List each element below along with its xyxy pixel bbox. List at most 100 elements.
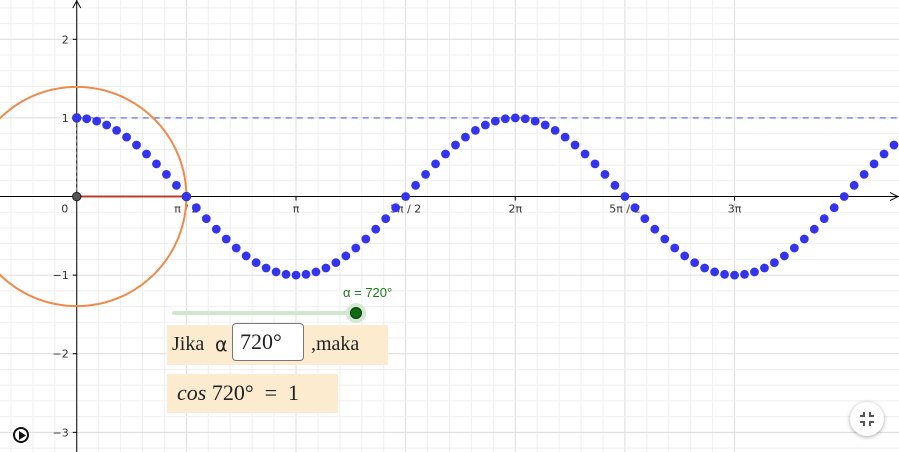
slider-knob[interactable] (350, 307, 362, 319)
curve-point (401, 192, 411, 201)
curve-point (281, 269, 291, 279)
curve-point (411, 180, 421, 190)
curve-point (660, 234, 670, 244)
x-tick-label: 2π (508, 203, 522, 216)
y-tick-label: −2 (53, 348, 69, 361)
curve-point (650, 224, 660, 234)
x-tick-label: π (293, 203, 300, 216)
curve-point (580, 149, 590, 159)
curve-point (251, 258, 261, 268)
play-button[interactable] (13, 427, 29, 443)
curve-point (241, 251, 251, 261)
curve-point (291, 270, 301, 280)
curve-point (381, 214, 391, 224)
curve-point (231, 243, 241, 253)
curve-point (640, 214, 650, 224)
curve-point (839, 192, 849, 201)
y-axis-arrow (72, 0, 82, 9)
curve-point (710, 267, 720, 277)
curve-point (421, 169, 430, 179)
curve-point (371, 224, 381, 234)
exit-fullscreen-icon (860, 412, 874, 426)
curve-point (720, 269, 729, 279)
curve-point (102, 120, 112, 130)
curve-point (510, 113, 520, 123)
curve-point (471, 125, 480, 135)
curve-point (670, 243, 680, 253)
alpha-symbol: α (215, 334, 228, 356)
curve-point (321, 263, 331, 273)
curve-point (271, 267, 281, 277)
curve-point (181, 192, 191, 201)
curve-point (361, 234, 371, 244)
cosine-curve (72, 113, 899, 280)
curve-point (520, 114, 530, 124)
curve-point (191, 203, 201, 213)
y-tick-label: −3 (53, 426, 69, 439)
curve-point (869, 159, 879, 169)
curve-point (630, 203, 640, 213)
curve-point (72, 113, 82, 123)
result-text: cos 720° = 1 (177, 380, 299, 406)
curve-point (92, 116, 102, 126)
curve-point (211, 224, 221, 234)
y-tick-label: 1 (62, 112, 69, 125)
curve-point (620, 192, 630, 201)
curve-point (451, 140, 460, 150)
curve-point (700, 263, 710, 273)
curve-point (441, 149, 450, 159)
curve-point (610, 180, 620, 190)
result-equation: 720° = 1 (206, 380, 300, 405)
y-tick-label: 2 (62, 33, 69, 46)
curve-point (132, 140, 141, 150)
x-tick-label: 3π (728, 203, 742, 216)
curve-point (261, 263, 271, 273)
if-label: Jika (172, 333, 205, 355)
circle-point[interactable] (72, 191, 82, 202)
slider-value-label: α = 720° (343, 285, 393, 300)
curve-point (690, 258, 700, 268)
curve-point (391, 203, 401, 213)
curve-point (879, 149, 889, 159)
angle-input-field[interactable]: 720° (232, 323, 304, 361)
angle-input-panel: Jika α 720° ,maka (167, 323, 388, 365)
curve-point (331, 258, 341, 268)
curve-point (730, 270, 739, 280)
curve-point (770, 258, 779, 268)
curve-point (530, 116, 540, 126)
then-label: ,maka (311, 333, 360, 355)
x-axis-arrow (889, 192, 899, 201)
result-panel: cos 720° = 1 (167, 374, 338, 413)
exit-fullscreen-button[interactable] (850, 402, 884, 436)
curve-point (490, 116, 500, 126)
curve-point (201, 214, 211, 224)
curve-point (500, 114, 510, 124)
curve-point (680, 251, 690, 261)
x-tick-label: 0 (61, 203, 68, 216)
curve-point (122, 132, 131, 142)
curve-point (760, 263, 769, 273)
play-icon (19, 431, 26, 440)
curve-point (809, 224, 819, 234)
curve-point (351, 243, 361, 253)
curve-point (560, 132, 570, 142)
curve-point (889, 140, 899, 150)
curve-point (142, 149, 151, 159)
curve-point (600, 169, 610, 179)
curve-point (162, 169, 171, 179)
curve-point (341, 251, 351, 261)
curve-point (221, 234, 231, 244)
curve-point (172, 180, 181, 190)
curve-point (301, 269, 311, 279)
curve-point (540, 120, 550, 130)
alpha-slider[interactable] (172, 303, 366, 323)
curve-point (550, 125, 560, 135)
curve-point (750, 267, 759, 277)
curve-point (311, 267, 321, 277)
curve-point (152, 159, 161, 169)
curve-point (789, 243, 799, 253)
result-function: cos (177, 380, 207, 405)
